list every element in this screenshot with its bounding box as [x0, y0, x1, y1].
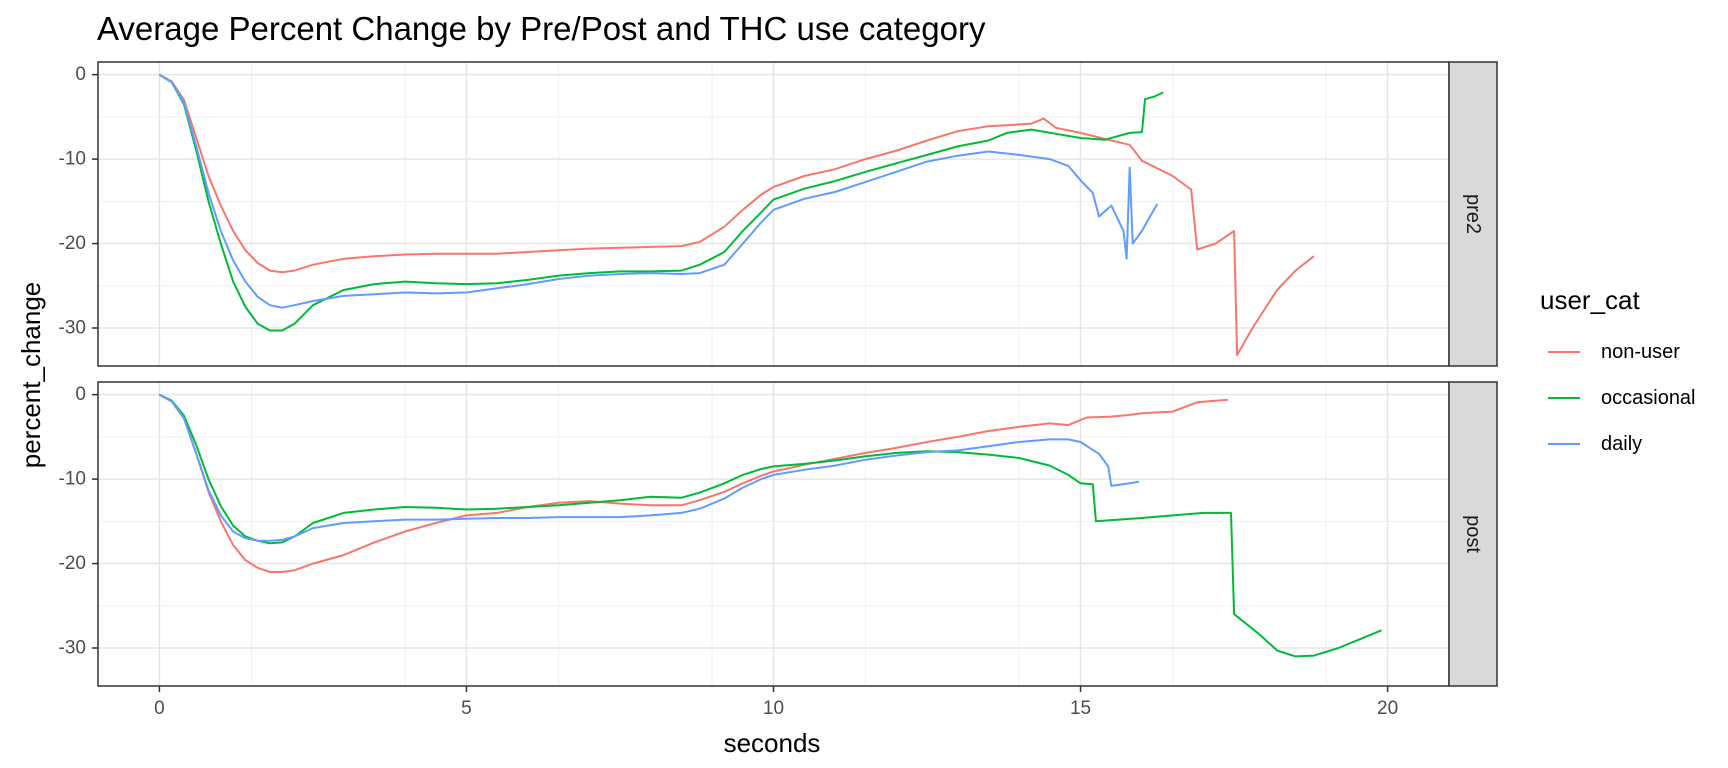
series-line-occasional: [158, 393, 1382, 658]
facet-panels: pre2 0 -10 -20 -30 post 0 -10 -20 -30 0 5 10 15 20: [59, 61, 1498, 719]
x-axis: 0 5 10 15 20: [154, 686, 1398, 719]
series-line-non-user: [158, 393, 1228, 573]
legend: user_cat non-user occasional daily: [1540, 285, 1696, 455]
x-axis-title: seconds: [724, 728, 821, 758]
facet-strip: [1448, 381, 1498, 687]
legend-title: user_cat: [1540, 285, 1640, 315]
x-tick-label: 15: [1070, 698, 1091, 719]
series-line-non-user: [158, 73, 1315, 356]
y-tick-label: 0: [75, 64, 86, 85]
legend-item-daily: daily: [1548, 433, 1642, 455]
series-line-daily: [158, 73, 1159, 309]
y-tick-label: 0: [75, 384, 86, 405]
legend-item-occasional: occasional: [1548, 387, 1696, 409]
legend-label: daily: [1601, 433, 1642, 455]
facet-strip: [1448, 61, 1498, 367]
y-tick-label: -10: [59, 149, 86, 170]
y-tick-label: -10: [59, 469, 86, 490]
panel-post: post 0 -10 -20 -30: [59, 381, 1498, 687]
panel-pre2: pre2 0 -10 -20 -30: [59, 61, 1498, 367]
y-tick-label: -20: [59, 553, 86, 574]
legend-item-non-user: non-user: [1548, 341, 1680, 363]
series-line-daily: [158, 393, 1140, 542]
chart-title: Average Percent Change by Pre/Post and T…: [97, 10, 986, 47]
y-tick-label: -30: [59, 638, 86, 659]
y-tick-label: -30: [59, 318, 86, 339]
facet-label: post: [1462, 515, 1484, 553]
legend-label: non-user: [1601, 341, 1680, 363]
x-tick-label: 20: [1377, 698, 1398, 719]
legend-label: occasional: [1601, 387, 1696, 409]
series-line-occasional: [158, 73, 1164, 332]
y-tick-label: -20: [59, 233, 86, 254]
x-tick-label: 0: [154, 698, 165, 719]
x-tick-label: 5: [461, 698, 472, 719]
y-axis-title: percent_change: [16, 282, 46, 468]
facet-label: pre2: [1462, 194, 1484, 234]
x-tick-label: 10: [763, 698, 784, 719]
